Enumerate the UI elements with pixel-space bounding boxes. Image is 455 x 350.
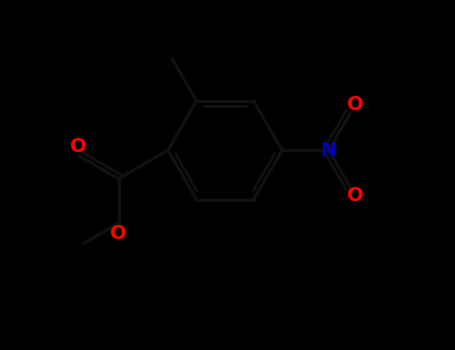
Text: O: O: [70, 137, 86, 156]
Text: O: O: [110, 224, 127, 243]
Text: O: O: [347, 95, 364, 114]
Text: N: N: [321, 141, 337, 160]
Text: O: O: [347, 186, 364, 205]
